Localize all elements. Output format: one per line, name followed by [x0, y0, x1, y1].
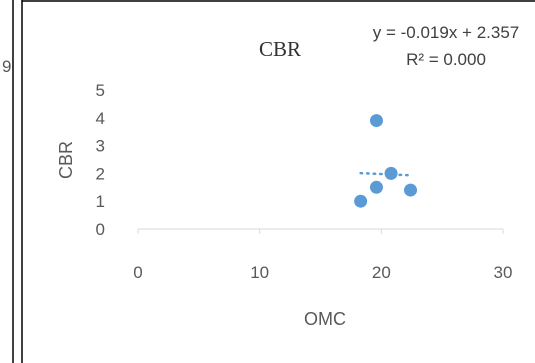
- x-tick-label: 30: [494, 263, 513, 282]
- y-axis-ticks: 0 1 2 3 4 5: [96, 81, 105, 239]
- y-axis-title: CBR: [56, 141, 76, 179]
- x-tick-label: 0: [133, 263, 142, 282]
- x-tick-label: 20: [372, 263, 391, 282]
- y-tick-label: 5: [96, 81, 105, 100]
- x-tick-label: 10: [250, 263, 269, 282]
- data-point: [404, 183, 418, 197]
- x-axis-title: OMC: [304, 309, 346, 329]
- data-point: [369, 114, 383, 128]
- data-points: [354, 114, 418, 208]
- data-point: [384, 166, 398, 180]
- trendline-r-squared: R² = 0.000: [406, 50, 486, 69]
- y-tick-label: 1: [96, 192, 105, 211]
- data-point: [369, 180, 383, 194]
- y-tick-label: 3: [96, 137, 105, 156]
- y-tick-label: 2: [96, 164, 105, 183]
- data-point: [354, 194, 368, 208]
- trendline-equation: y = -0.019x + 2.357: [373, 23, 520, 42]
- y-tick-label: 4: [96, 109, 105, 128]
- left-fragment-text: 9: [2, 57, 11, 76]
- y-tick-label: 0: [96, 220, 105, 239]
- chart-title: CBR: [259, 37, 301, 61]
- x-axis-ticks: 0 10 20 30: [133, 229, 512, 282]
